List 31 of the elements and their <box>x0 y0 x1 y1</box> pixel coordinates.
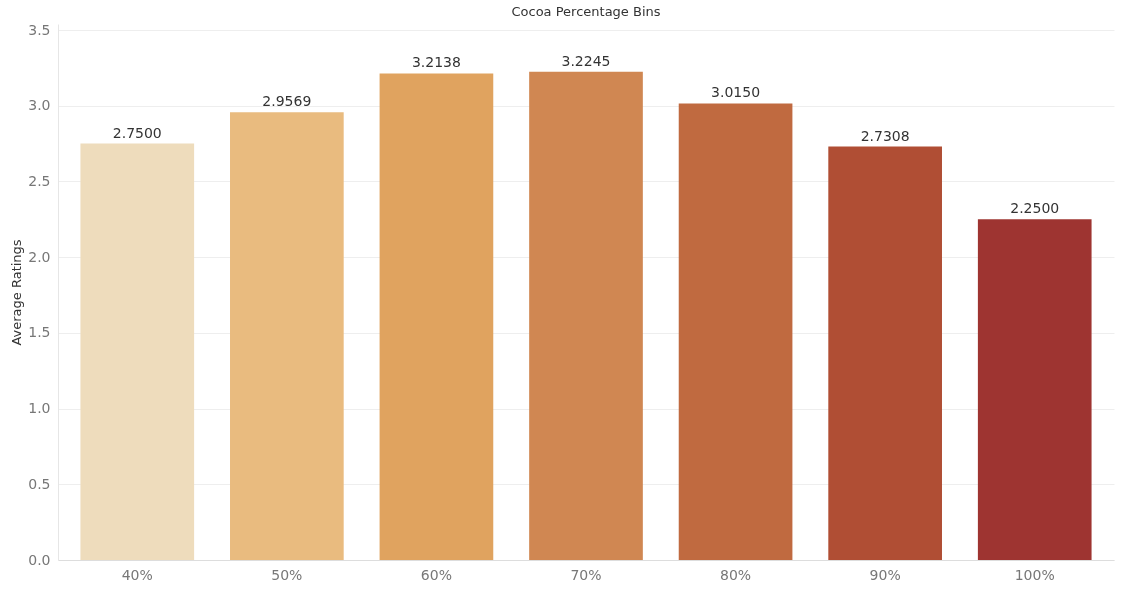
y-tick-label: 3.0 <box>28 97 51 114</box>
chart-title: Cocoa Percentage Bins <box>511 4 661 20</box>
y-tick-label: 3.5 <box>28 21 51 38</box>
y-axis-title: Average Ratings <box>9 239 25 346</box>
bar <box>379 73 494 560</box>
y-tick-label: 0.5 <box>28 475 51 492</box>
y-tick-label: 2.5 <box>28 172 51 189</box>
data-label: 2.2500 <box>1010 200 1060 217</box>
y-tick-label: 2.0 <box>28 248 51 265</box>
data-label: 2.7308 <box>860 127 910 144</box>
bar <box>828 146 942 560</box>
bar <box>529 71 643 560</box>
x-tick-label: 60% <box>420 566 452 583</box>
bar <box>80 143 195 560</box>
data-label: 2.9569 <box>262 93 312 110</box>
bar <box>230 112 344 560</box>
y-tick-label: 0.0 <box>28 551 51 568</box>
y-tick-label: 1.5 <box>28 324 51 341</box>
x-tick-label: 80% <box>720 566 752 583</box>
x-tick-label: 70% <box>570 566 602 583</box>
x-tick-label: 90% <box>869 566 901 583</box>
bar <box>977 219 1092 560</box>
data-label: 3.0150 <box>711 84 761 101</box>
x-tick-label: 50% <box>271 566 303 583</box>
y-tick-label: 1.0 <box>28 400 51 417</box>
data-label: 3.2138 <box>411 54 461 71</box>
data-label: 2.7500 <box>112 124 162 141</box>
data-label: 3.2245 <box>561 52 611 69</box>
bar <box>678 103 793 560</box>
x-tick-label: 100% <box>1014 566 1055 583</box>
x-tick-label: 40% <box>121 566 153 583</box>
